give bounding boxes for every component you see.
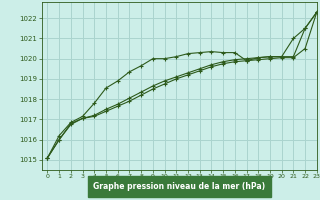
X-axis label: Graphe pression niveau de la mer (hPa): Graphe pression niveau de la mer (hPa) [93, 182, 265, 191]
